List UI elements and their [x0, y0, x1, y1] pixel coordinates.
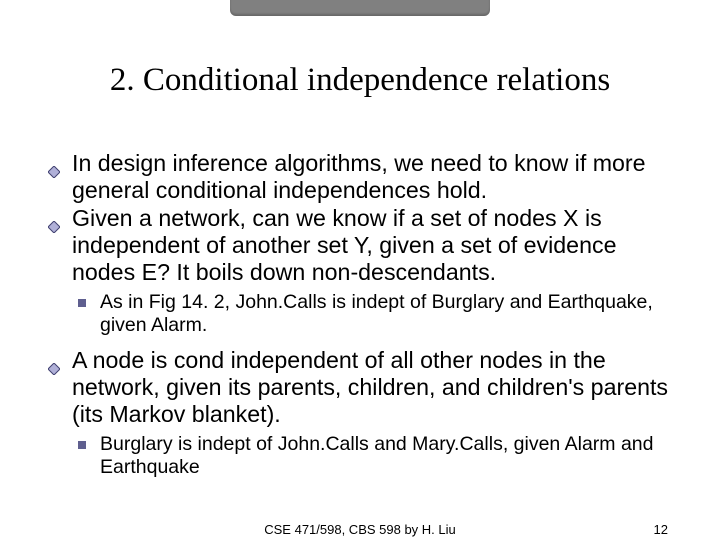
- diamond-icon: [48, 157, 60, 169]
- bullet-text: As in Fig 14. 2, John.Calls is indept of…: [100, 291, 653, 336]
- bullet-text: Given a network, can we know if a set of…: [72, 205, 616, 284]
- slide: 2. Conditional independence relations In…: [0, 0, 720, 540]
- bullet-text: A node is cond independent of all other …: [72, 347, 668, 426]
- top-accent-bar: [230, 0, 490, 16]
- diamond-icon: [48, 212, 60, 224]
- square-icon: [78, 299, 86, 307]
- bullet-level1: A node is cond independent of all other …: [48, 347, 678, 427]
- bullet-text: In design inference algorithms, we need …: [72, 150, 646, 203]
- page-number: 12: [654, 522, 668, 537]
- square-icon: [78, 441, 86, 449]
- footer-center-text: CSE 471/598, CBS 598 by H. Liu: [264, 522, 456, 537]
- bullet-level2: As in Fig 14. 2, John.Calls is indept of…: [78, 291, 678, 337]
- slide-body: In design inference algorithms, we need …: [48, 150, 678, 489]
- slide-title: 2. Conditional independence relations: [0, 62, 720, 99]
- diamond-icon: [48, 354, 60, 366]
- bullet-level1: In design inference algorithms, we need …: [48, 150, 678, 203]
- bullet-text: Burglary is indept of John.Calls and Mar…: [100, 433, 653, 478]
- bullet-level1: Given a network, can we know if a set of…: [48, 205, 678, 285]
- bullet-level2: Burglary is indept of John.Calls and Mar…: [78, 433, 678, 479]
